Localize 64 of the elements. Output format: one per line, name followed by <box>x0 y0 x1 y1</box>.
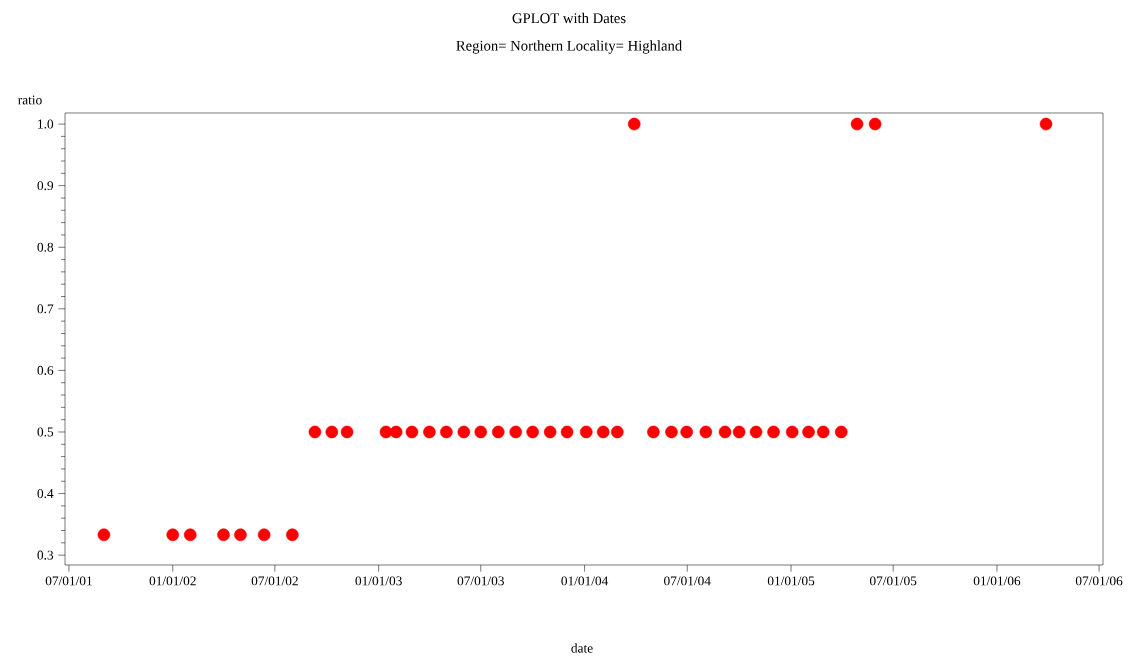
point <box>97 528 111 542</box>
point <box>543 425 557 439</box>
point <box>850 117 864 131</box>
y-tick-label: 0.9 <box>37 181 54 191</box>
point <box>560 425 574 439</box>
point <box>647 425 660 439</box>
point <box>785 425 799 439</box>
x-tick-label: 01/01/05 <box>767 576 815 586</box>
point <box>166 528 180 542</box>
point <box>340 425 354 439</box>
point <box>579 425 593 439</box>
y-tick-label: 0.7 <box>37 304 54 314</box>
point <box>526 425 539 439</box>
point <box>718 425 732 439</box>
point <box>325 425 339 439</box>
point <box>286 528 299 542</box>
y-tick-label: 0.6 <box>37 365 54 375</box>
x-tick-label: 07/01/04 <box>664 576 711 586</box>
point <box>474 425 488 439</box>
point <box>627 117 641 131</box>
point <box>389 425 403 439</box>
point <box>440 425 453 439</box>
y-axis-title: ratio <box>18 95 42 105</box>
x-tick-label: 01/01/03 <box>355 576 402 586</box>
point <box>308 425 322 439</box>
x-tick-label: 07/01/01 <box>45 576 92 586</box>
point <box>834 425 848 439</box>
chart-title: GPLOT with Dates <box>512 12 626 24</box>
point <box>680 425 693 439</box>
point <box>457 425 471 439</box>
point <box>665 425 678 439</box>
x-tick-label: 07/01/05 <box>869 576 917 586</box>
y-tick-label: 0.8 <box>37 242 54 252</box>
point <box>491 425 505 439</box>
y-tick-label: 0.4 <box>37 489 54 499</box>
point <box>732 425 746 439</box>
y-tick-label: 0.5 <box>37 427 54 437</box>
point <box>611 425 624 439</box>
chart-subtitle: Region= Northern Locality= Highland <box>456 40 683 54</box>
x-tick-label: 07/01/06 <box>1075 576 1123 586</box>
point <box>257 528 271 542</box>
point <box>699 425 713 439</box>
point <box>217 528 230 542</box>
point <box>1039 117 1053 131</box>
x-axis-title: date <box>571 643 593 653</box>
point <box>816 425 830 439</box>
point <box>405 425 419 439</box>
point <box>802 425 815 439</box>
x-tick-label: 01/01/04 <box>561 576 609 586</box>
x-tick-label: 07/01/02 <box>251 576 298 586</box>
x-tick-label: 07/01/03 <box>457 576 504 586</box>
point <box>509 425 523 439</box>
point <box>767 425 780 439</box>
point <box>423 425 436 439</box>
y-tick-label: 1.0 <box>38 119 54 129</box>
x-tick-label: 01/01/02 <box>149 576 196 586</box>
point <box>596 425 610 439</box>
x-tick-label: 01/01/06 <box>973 576 1021 586</box>
y-tick-label: 0.3 <box>37 550 54 560</box>
point <box>379 425 393 439</box>
point <box>749 425 763 439</box>
point <box>234 528 247 542</box>
point <box>183 528 197 542</box>
point <box>868 117 882 131</box>
